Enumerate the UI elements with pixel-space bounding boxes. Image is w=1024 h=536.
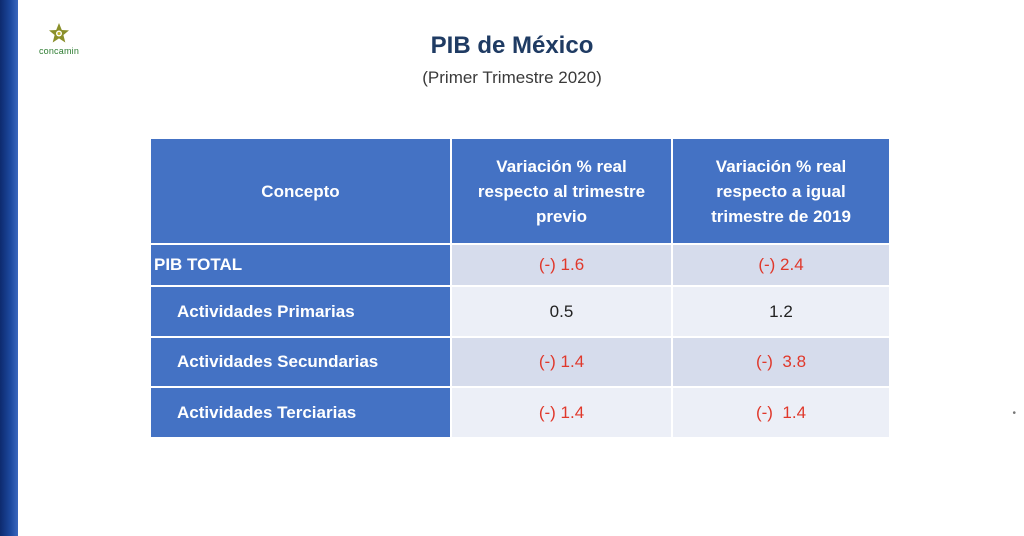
cell-annual-value: (-) 2.4 xyxy=(671,242,891,288)
concamin-logo: concamin xyxy=(28,22,90,66)
row-label-pib-total: PIB TOTAL xyxy=(149,242,452,288)
cell-annual-value: 1.2 xyxy=(671,285,891,338)
table-header-row: Concepto Variación % real respecto al tr… xyxy=(149,137,891,245)
page-subtitle: (Primer Trimestre 2020) xyxy=(422,68,602,87)
gdp-table: Concepto Variación % real respecto al tr… xyxy=(149,137,891,439)
page-title: PIB de México xyxy=(430,32,594,59)
cell-annual-value: (-) 3.8 xyxy=(671,335,891,389)
column-header-annual-variation: Variación % real respecto a igual trimes… xyxy=(671,137,891,245)
header-text-annual: Variación % real respecto a igual trimes… xyxy=(711,156,851,226)
column-header-quarterly-variation: Variación % real respecto al trimestre p… xyxy=(450,137,673,245)
logo-text: concamin xyxy=(38,46,80,56)
edge-mark: • xyxy=(1012,408,1016,419)
column-header-concepto: Concepto xyxy=(149,137,452,245)
cell-quarterly-value: (-) 1.6 xyxy=(450,242,673,288)
left-accent-bar xyxy=(0,0,18,536)
cell-quarterly-value: (-) 1.4 xyxy=(450,386,673,439)
row-label-terciarias: Actividades Terciarias xyxy=(149,386,452,439)
cell-quarterly-value: 0.5 xyxy=(450,285,673,338)
table-row: Actividades Terciarias (-) 1.4 (-) 1.4 xyxy=(149,386,891,439)
row-label-primarias: Actividades Primarias xyxy=(149,285,452,338)
row-label-secundarias: Actividades Secundarias xyxy=(149,335,452,389)
star-emblem-icon xyxy=(49,23,69,43)
cell-quarterly-value: (-) 1.4 xyxy=(450,335,673,389)
table-row: Actividades Secundarias (-) 1.4 (-) 3.8 xyxy=(149,335,891,389)
header-text-quarterly: Variación % real respecto al trimestre p… xyxy=(477,156,646,226)
table-row: Actividades Primarias 0.5 1.2 xyxy=(149,285,891,338)
cell-annual-value: (-) 1.4 xyxy=(671,386,891,439)
table-row: PIB TOTAL (-) 1.6 (-) 2.4 xyxy=(149,242,891,288)
